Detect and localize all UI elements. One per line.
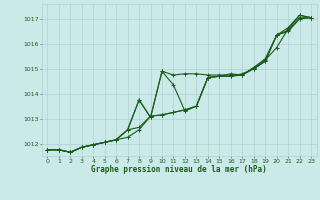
X-axis label: Graphe pression niveau de la mer (hPa): Graphe pression niveau de la mer (hPa) — [91, 165, 267, 174]
